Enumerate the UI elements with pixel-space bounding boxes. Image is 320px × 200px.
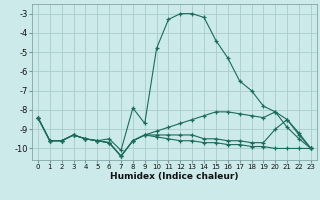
X-axis label: Humidex (Indice chaleur): Humidex (Indice chaleur) bbox=[110, 172, 239, 181]
